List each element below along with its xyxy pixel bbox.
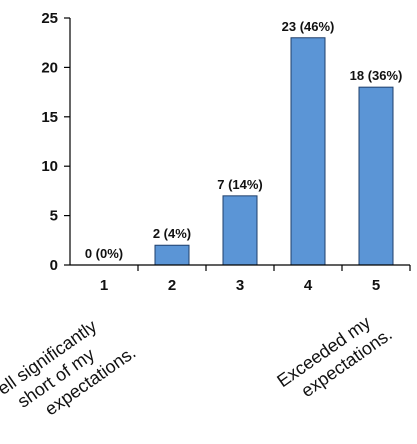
data-label: 2 (4%) <box>153 226 191 241</box>
x-tick-label: 2 <box>168 277 176 294</box>
data-label: 18 (36%) <box>350 68 403 83</box>
x-tick-label: 4 <box>304 277 313 294</box>
data-label: 0 (0%) <box>85 246 123 261</box>
data-labels: 0 (0%) 2 (4%) 7 (14%) 23 (46%) 18 (36%) <box>85 19 403 261</box>
y-tick-label: 5 <box>50 208 58 225</box>
data-label: 7 (14%) <box>217 177 263 192</box>
x-tick-label: 1 <box>100 277 108 294</box>
y-tick-label: 15 <box>41 109 58 126</box>
bar <box>290 37 326 266</box>
bars <box>154 37 394 266</box>
x-axis-ticks: 1 2 3 4 5 <box>100 265 411 294</box>
bar <box>222 195 258 266</box>
x-tick-label: 5 <box>372 277 380 294</box>
bar <box>358 86 394 266</box>
y-tick-label: 10 <box>41 158 58 175</box>
y-tick-label: 20 <box>41 59 58 76</box>
y-tick-label: 0 <box>50 257 58 274</box>
y-axis-ticks: 0 5 10 15 20 25 <box>41 10 70 274</box>
y-tick-label: 25 <box>41 10 58 27</box>
bar <box>154 244 190 266</box>
data-label: 23 (46%) <box>282 19 335 34</box>
x-tick-label: 3 <box>236 277 244 294</box>
